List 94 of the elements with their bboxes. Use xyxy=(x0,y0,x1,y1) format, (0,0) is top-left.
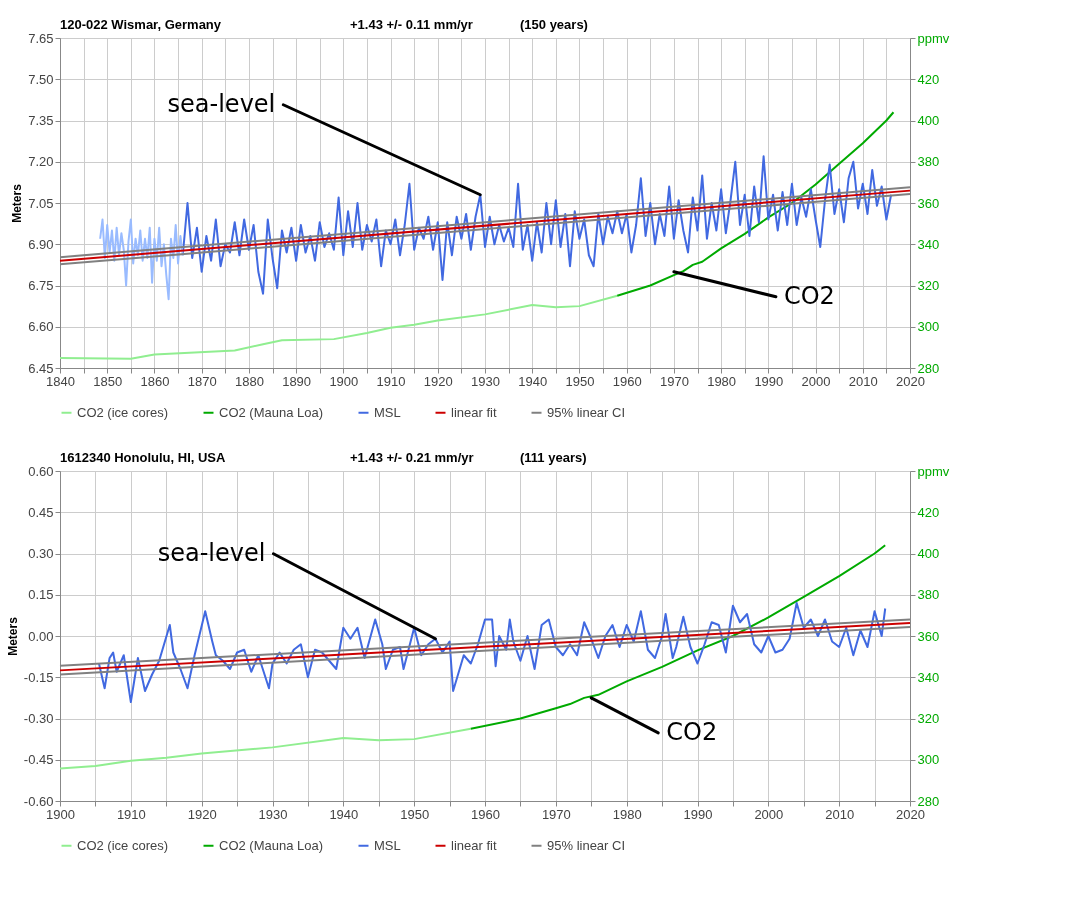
chart-subtitle: +1.43 +/- 0.21 mm/yr xyxy=(350,450,474,465)
text: (111 years) xyxy=(520,450,587,465)
x-tick-label: 1840 xyxy=(46,373,75,389)
x-tick-label: 1880 xyxy=(234,373,264,389)
y-axis-title: Meters xyxy=(10,183,25,223)
x-tick-label: 1950 xyxy=(400,806,430,822)
y2-tick-label: ppmv xyxy=(917,30,950,46)
legend-label: linear fit xyxy=(451,837,497,853)
y-tick-label: -0.45 xyxy=(23,752,54,768)
y-tick-label: 0.30 xyxy=(28,546,54,561)
legend-label: CO2 (ice cores) xyxy=(77,837,169,853)
x-tick-label: 2000 xyxy=(754,806,784,822)
legend-label: CO2 (Mauna Loa) xyxy=(219,404,324,420)
line-series xyxy=(59,727,472,770)
x-tick-label: 1970 xyxy=(659,373,689,389)
y2-tick-label: 380 xyxy=(917,154,940,170)
x-tick-label: 1960 xyxy=(471,806,500,822)
x-tick-label: 1890 xyxy=(282,373,312,389)
line-series xyxy=(97,602,887,703)
y2-tick-label: 340 xyxy=(917,669,940,685)
x-tick-label: 1980 xyxy=(612,806,642,822)
y-tick-label: 7.50 xyxy=(28,71,54,87)
x-tick-label: 1970 xyxy=(541,806,571,822)
x-tick-label: 1920 xyxy=(187,806,217,822)
y2-tick-label: ppmv xyxy=(917,463,950,479)
x-tick-label: 2010 xyxy=(848,373,878,389)
x-tick-label: 1860 xyxy=(140,373,170,389)
annotation: CO2 xyxy=(783,281,835,310)
x-tick-label: 1940 xyxy=(518,373,548,389)
x-tick-label: 2010 xyxy=(825,806,855,822)
x-tick-label: 1850 xyxy=(93,373,123,389)
y-tick-label: 7.05 xyxy=(28,195,54,211)
x-tick-label: 1980 xyxy=(707,373,737,389)
y-tick-label: 6.45 xyxy=(28,360,54,376)
chart-title: 1612340 Honolulu, HI, USA xyxy=(60,450,227,465)
y2-tick-label: 400 xyxy=(917,546,940,561)
x-tick-label: 2020 xyxy=(896,806,925,822)
y2-tick-label: 400 xyxy=(917,113,940,128)
annotation: sea-level xyxy=(157,538,266,567)
line-series xyxy=(99,218,184,301)
x-tick-label: 2020 xyxy=(896,373,925,389)
y-tick-label: 6.60 xyxy=(28,319,54,335)
legend-label: MSL xyxy=(374,837,401,853)
y2-tick-label: 280 xyxy=(917,793,940,809)
x-tick-label: 1990 xyxy=(754,373,784,389)
y-tick-label: 0.45 xyxy=(28,504,54,520)
legend-label: linear fit xyxy=(451,404,497,420)
y2-tick-label: 320 xyxy=(917,711,940,726)
line-series xyxy=(59,294,619,360)
y2-tick-label: 280 xyxy=(917,360,940,376)
x-tick-label: 2000 xyxy=(801,373,831,389)
x-tick-label: 1930 xyxy=(471,373,500,389)
legend-label: MSL xyxy=(374,404,401,420)
x-tick-label: 1940 xyxy=(329,806,359,822)
legend-label: CO2 (ice cores) xyxy=(77,404,169,420)
legend-label: CO2 (Mauna Loa) xyxy=(219,837,324,853)
y2-tick-label: 380 xyxy=(917,587,940,603)
x-tick-label: 1910 xyxy=(116,806,146,822)
y-tick-label: 7.65 xyxy=(28,30,54,46)
annotation: CO2 xyxy=(666,717,718,746)
x-tick-label: 1960 xyxy=(612,373,642,389)
legend-label: 95% linear CI xyxy=(547,404,626,420)
x-tick-label: 1990 xyxy=(683,806,713,822)
annotation: sea-level xyxy=(167,89,276,118)
x-tick-label: 1920 xyxy=(423,373,453,389)
y-tick-label: -0.60 xyxy=(23,793,54,809)
y-tick-label: 6.90 xyxy=(28,236,54,252)
y-tick-label: 0.60 xyxy=(28,463,54,479)
y-tick-label: -0.15 xyxy=(23,669,54,685)
x-tick-label: 1930 xyxy=(258,806,288,822)
y-tick-label: 0.00 xyxy=(28,628,54,644)
y2-tick-label: 300 xyxy=(917,319,940,335)
x-tick-label: 1900 xyxy=(46,806,75,822)
x-tick-label: 1870 xyxy=(187,373,217,389)
text: (150 years) xyxy=(520,17,588,32)
y-tick-label: 0.15 xyxy=(28,587,54,603)
x-tick-label: 1910 xyxy=(376,373,406,389)
x-tick-label: 1900 xyxy=(329,373,359,389)
y-tick-label: 7.20 xyxy=(28,154,54,170)
y2-tick-label: 360 xyxy=(917,628,940,644)
y-axis-title: Meters xyxy=(5,616,20,656)
y-tick-label: 7.35 xyxy=(28,113,54,128)
chart-title: 120-022 Wismar, Germany xyxy=(60,17,222,32)
y2-tick-label: 300 xyxy=(917,752,940,768)
y2-tick-label: 420 xyxy=(917,504,940,520)
y2-tick-label: 320 xyxy=(917,278,940,293)
y-tick-label: 6.75 xyxy=(28,278,54,293)
y2-tick-label: 420 xyxy=(917,71,940,87)
chart-subtitle: +1.43 +/- 0.11 mm/yr xyxy=(350,17,473,32)
y-tick-label: -0.30 xyxy=(23,711,54,726)
y2-tick-label: 340 xyxy=(917,236,940,252)
legend-label: 95% linear CI xyxy=(547,837,626,853)
y2-tick-label: 360 xyxy=(917,195,940,211)
x-tick-label: 1950 xyxy=(565,373,595,389)
